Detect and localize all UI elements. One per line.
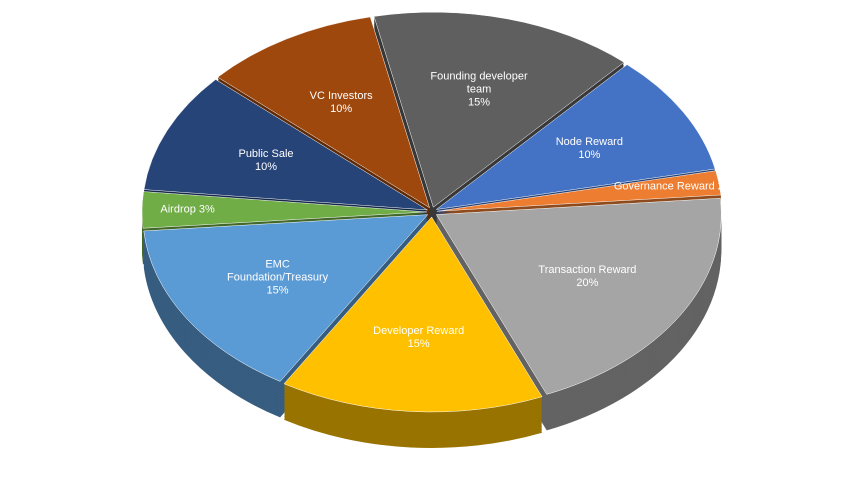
data-label: Transaction Reward 20% <box>538 264 636 290</box>
slice-name: VC Investors <box>309 89 373 102</box>
slice-value: 10% <box>578 149 601 162</box>
slice <box>217 16 430 209</box>
slice-value: 10% <box>254 160 278 173</box>
data-label: Node Reward 10% <box>556 136 623 162</box>
slice-value: 20% <box>576 277 599 290</box>
slice-name: Founding developer team <box>430 70 528 96</box>
data-label: Founding developer team 15% <box>424 71 534 110</box>
data-label: Governance Reward 2% <box>614 181 734 194</box>
slice-name: EMC Foundation/Treasury <box>227 258 329 284</box>
data-label: Airdrop 3% <box>160 204 214 217</box>
data-label: VC Investors 10% <box>310 90 373 116</box>
slice-value: 15% <box>266 284 289 297</box>
slice <box>143 214 429 382</box>
slice <box>143 79 428 211</box>
data-label: Developer Reward 15% <box>373 325 464 351</box>
slice-value: 15% <box>468 96 491 109</box>
slice-name: Public Sale <box>238 147 294 160</box>
slice-value: 10% <box>330 102 353 115</box>
slice <box>436 170 722 212</box>
slice <box>435 198 722 395</box>
slice-value: 3% <box>198 203 215 216</box>
slice-name: Governance Reward <box>613 180 715 193</box>
slice-name: Node Reward <box>555 136 623 149</box>
slice-name: Transaction Reward <box>538 264 637 277</box>
data-label: EMC Foundation/Treasury 15% <box>223 259 333 298</box>
slice <box>283 216 543 413</box>
slice <box>141 191 428 229</box>
slice-value: 2% <box>717 180 734 193</box>
slice <box>435 64 716 210</box>
slice-name: Airdrop <box>160 203 196 216</box>
slice-name: Developer Reward <box>373 324 465 337</box>
slice <box>373 11 625 208</box>
data-label: Public Sale 10% <box>238 148 293 174</box>
slice-value: 15% <box>407 337 430 350</box>
